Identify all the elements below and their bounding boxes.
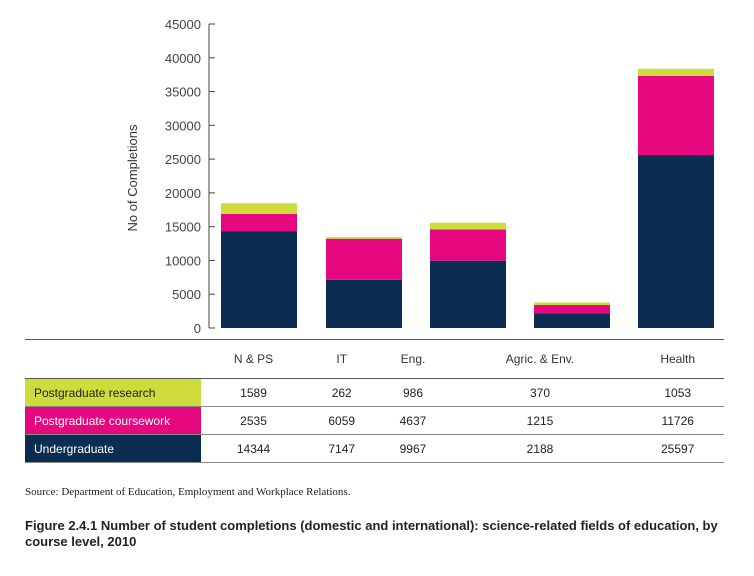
table-header-cell: N & PS xyxy=(201,339,307,379)
y-tick-label: 15000 xyxy=(165,220,201,235)
table-cell: 370 xyxy=(448,378,632,407)
figure-caption: Figure 2.4.1 Number of student completio… xyxy=(25,518,718,549)
bar-postgraduate-coursework xyxy=(534,305,610,314)
table-header-row: N & PS IT Eng. Agric. & Env. Health xyxy=(25,339,724,379)
bar-postgraduate-coursework xyxy=(221,213,297,232)
bar-postgraduate-research xyxy=(638,68,714,76)
table-header-cell: IT xyxy=(306,339,378,379)
table-cell: 11726 xyxy=(631,406,724,435)
table-cell: 1589 xyxy=(201,378,307,407)
table-cell: 2188 xyxy=(448,434,632,463)
table-header-cell: Agric. & Env. xyxy=(448,339,632,379)
stacked-bar-chart: 0 5000 10000 15000 20000 25000 30000 35000 40000… xyxy=(125,17,714,336)
bar-undergraduate xyxy=(534,313,610,328)
y-tick-label: 30000 xyxy=(165,118,201,133)
bar-postgraduate-research xyxy=(534,302,610,306)
bar-postgraduate-coursework xyxy=(638,75,714,156)
y-tick-label: 0 xyxy=(194,321,201,336)
y-tick-label: 25000 xyxy=(165,152,201,167)
bar-postgraduate-research xyxy=(326,237,402,239)
data-table: N & PS IT Eng. Agric. & Env. Health Post… xyxy=(25,339,724,463)
y-tick-label: 45000 xyxy=(165,17,201,32)
table-row: Postgraduate research 1589 262 986 370 1… xyxy=(25,378,724,407)
legend-undergraduate: Undergraduate xyxy=(25,434,201,463)
table-cell: 7147 xyxy=(306,434,378,463)
table-cell: 25597 xyxy=(631,434,724,463)
y-tick-label: 40000 xyxy=(165,51,201,66)
table-cell: 9967 xyxy=(377,434,449,463)
bar-undergraduate xyxy=(221,231,297,328)
bars-group xyxy=(221,68,714,328)
y-axis-title: No of Completions xyxy=(125,124,140,231)
bar-postgraduate-coursework xyxy=(430,229,506,261)
y-axis: 0 5000 10000 15000 20000 25000 30000 35000 40000… xyxy=(165,17,215,336)
legend-postgraduate-research: Postgraduate research xyxy=(25,378,201,407)
table-row: Undergraduate 14344 7147 9967 2188 25597 xyxy=(25,434,724,463)
bar-undergraduate xyxy=(430,260,506,328)
bar-postgraduate-research xyxy=(221,203,297,214)
table-cell: 1053 xyxy=(631,378,724,407)
table-header-empty xyxy=(25,339,201,379)
bar-undergraduate xyxy=(638,155,714,328)
table-row: Postgraduate coursework 2535 6059 4637 1… xyxy=(25,406,724,435)
source-note: Source: Department of Education, Employm… xyxy=(25,486,351,498)
table-cell: 1215 xyxy=(448,406,632,435)
table-cell: 2535 xyxy=(201,406,307,435)
table-header-cell: Health xyxy=(631,339,724,379)
table-cell: 986 xyxy=(377,378,449,407)
bar-postgraduate-coursework xyxy=(326,238,402,280)
table-cell: 6059 xyxy=(306,406,378,435)
table-cell: 4637 xyxy=(377,406,449,435)
y-tick-label: 10000 xyxy=(165,253,201,268)
y-tick-label: 20000 xyxy=(165,186,201,201)
table-header-cell: Eng. xyxy=(377,339,449,379)
table-cell: 14344 xyxy=(201,434,307,463)
bar-postgraduate-research xyxy=(430,222,506,230)
table-cell: 262 xyxy=(306,378,378,407)
y-tick-label: 5000 xyxy=(172,287,201,302)
bar-undergraduate xyxy=(326,279,402,328)
legend-postgraduate-coursework: Postgraduate coursework xyxy=(25,406,201,435)
y-tick-label: 35000 xyxy=(165,85,201,100)
